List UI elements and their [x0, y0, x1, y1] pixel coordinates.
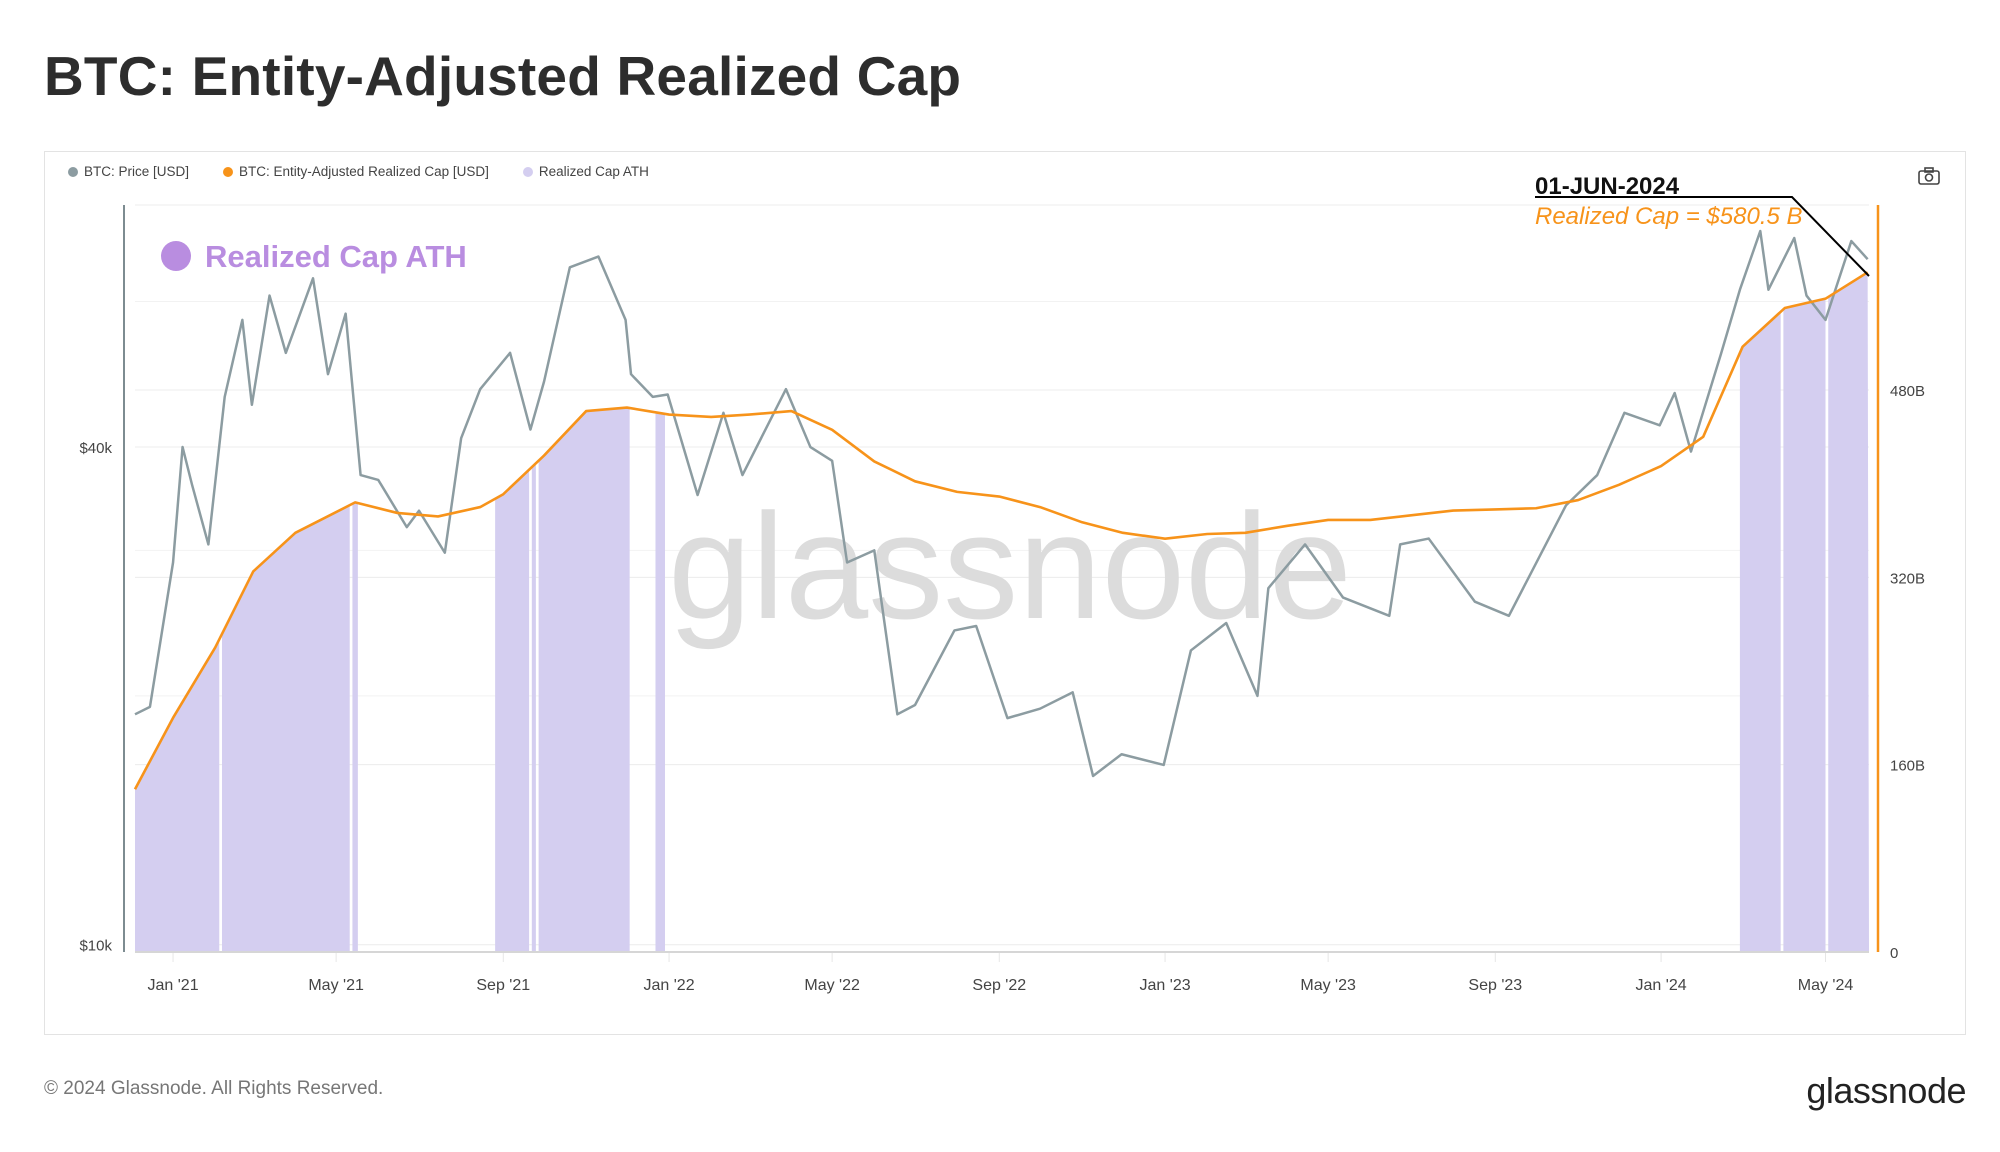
x-tick-label: Sep '22	[972, 977, 1026, 994]
legend-dot-icon	[68, 166, 78, 177]
ath-bar	[352, 272, 358, 952]
price-line	[134, 229, 1869, 778]
glassnode-logo: glassnode	[1806, 1070, 1966, 1111]
x-tick-label: May '21	[308, 977, 364, 994]
legend-dot-icon	[522, 166, 533, 177]
inset-label: Realized Cap ATH	[205, 239, 467, 274]
chart-card	[44, 151, 1966, 1035]
legend-item-ath[interactable]: Realized Cap ATH	[522, 164, 649, 179]
legend-label: BTC: Entity-Adjusted Realized Cap [USD]	[239, 164, 489, 179]
x-tick-label: May '23	[1300, 977, 1356, 994]
copyright: © 2024 Glassnode. All Rights Reserved.	[44, 1078, 384, 1099]
ath-bar	[655, 272, 665, 952]
x-tick-label: Jan '24	[1636, 977, 1687, 994]
ath-bar	[135, 272, 220, 952]
legend-dot-icon	[223, 166, 234, 177]
ath-bar	[1783, 272, 1826, 952]
y-right-tick-label: 160B	[1890, 758, 1925, 775]
annotation-date: 01-JUN-2024	[1535, 173, 1680, 200]
x-tick-label: Sep '21	[476, 977, 530, 994]
ath-bar	[221, 272, 350, 952]
x-tick-label: May '24	[1798, 977, 1854, 994]
legend-item-realized-cap[interactable]: BTC: Entity-Adjusted Realized Cap [USD]	[223, 164, 489, 179]
legend-label: Realized Cap ATH	[538, 164, 649, 179]
watermark: glassnode	[668, 482, 1352, 650]
realized-cap-line	[133, 271, 1869, 790]
page-title: BTC: Entity-Adjusted Realized Cap	[44, 45, 962, 107]
inset-label-dot-icon	[161, 241, 191, 271]
ath-bar	[538, 272, 630, 952]
x-tick-label: Jan '23	[1140, 977, 1191, 994]
ath-bar	[495, 272, 530, 952]
gridlines	[135, 204, 1869, 962]
y-right-tick-label: 480B	[1890, 383, 1925, 400]
camera-icon[interactable]	[1918, 167, 1940, 185]
x-tick-label: Jan '21	[148, 977, 199, 994]
y-left-tick-label: $10k	[79, 938, 112, 955]
x-tick-label: Jan '22	[644, 977, 695, 994]
legend-item-price[interactable]: BTC: Price [USD]	[68, 164, 189, 179]
chart-legend: BTC: Price [USD] BTC: Entity-Adjusted Re…	[68, 164, 649, 179]
y-left-tick-label: $40k	[79, 440, 112, 457]
legend-label: BTC: Price [USD]	[84, 164, 190, 179]
annotation-leader-line	[1535, 196, 1870, 277]
y-right-tick-label: 320B	[1890, 570, 1925, 587]
x-tick-label: Sep '23	[1468, 977, 1522, 994]
ath-bar	[531, 272, 536, 952]
y-right-tick-label: 0	[1890, 945, 1898, 962]
ath-bar	[1828, 272, 1869, 952]
x-tick-label: May '22	[804, 977, 860, 994]
annotation-value: Realized Cap = $580.5 B	[1535, 203, 1803, 230]
ath-bar	[1739, 272, 1781, 952]
